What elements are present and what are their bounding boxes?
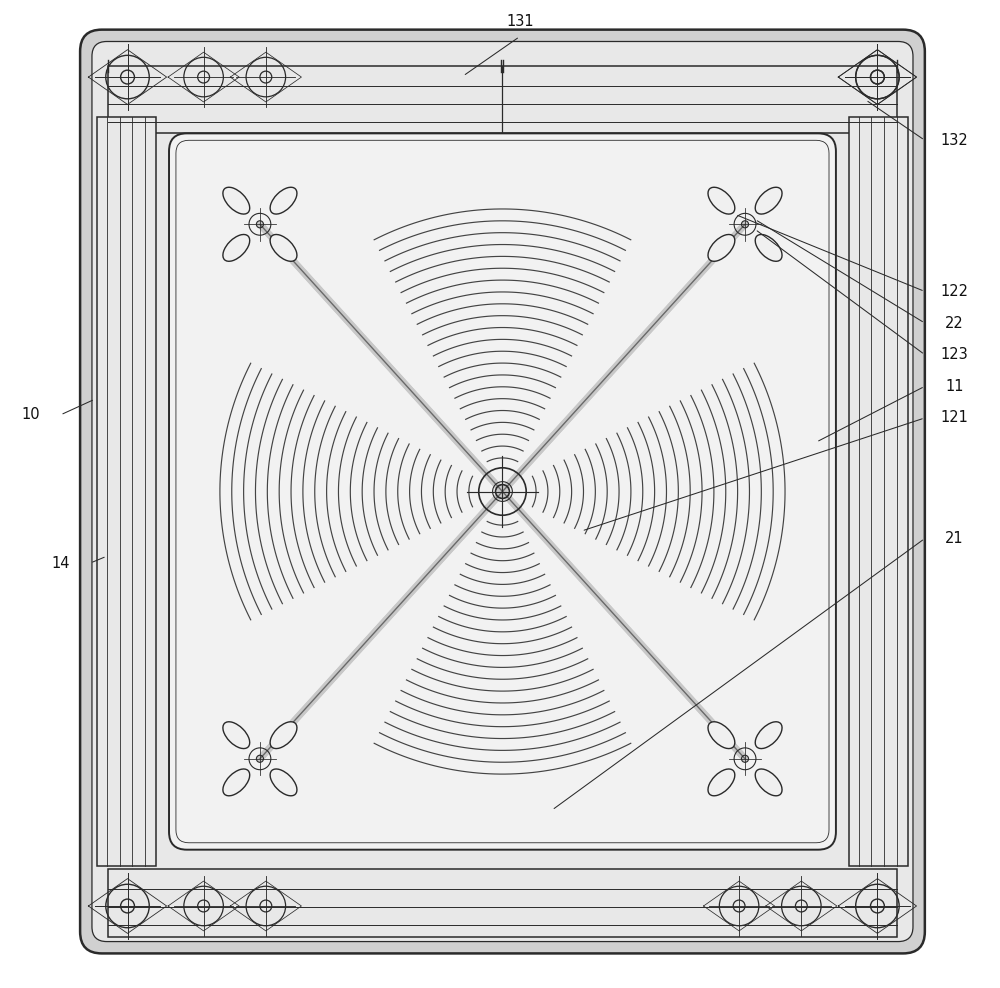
Ellipse shape [223,722,250,749]
Ellipse shape [223,188,250,214]
Text: 132: 132 [941,132,968,148]
Text: 121: 121 [941,410,968,426]
Ellipse shape [755,722,782,749]
Text: 11: 11 [945,378,964,394]
Ellipse shape [223,234,250,261]
Ellipse shape [223,769,250,795]
FancyBboxPatch shape [169,133,836,850]
Ellipse shape [708,722,735,749]
Text: 10: 10 [21,407,40,423]
Ellipse shape [270,722,297,749]
Ellipse shape [755,769,782,795]
Bar [108,869,897,937]
Text: 131: 131 [506,14,534,30]
Ellipse shape [708,188,735,214]
Text: 21: 21 [945,531,964,546]
Text: 14: 14 [51,555,70,571]
Text: 22: 22 [945,315,964,331]
Ellipse shape [755,234,782,261]
Ellipse shape [708,234,735,261]
Bar [108,66,897,133]
Text: 123: 123 [941,347,968,363]
Ellipse shape [270,769,297,795]
Ellipse shape [270,188,297,214]
Bar [849,117,908,866]
Ellipse shape [270,234,297,261]
FancyBboxPatch shape [80,30,925,953]
Ellipse shape [708,769,735,795]
Text: 122: 122 [940,284,968,299]
FancyBboxPatch shape [92,41,913,942]
Bar [97,117,156,866]
Ellipse shape [755,188,782,214]
